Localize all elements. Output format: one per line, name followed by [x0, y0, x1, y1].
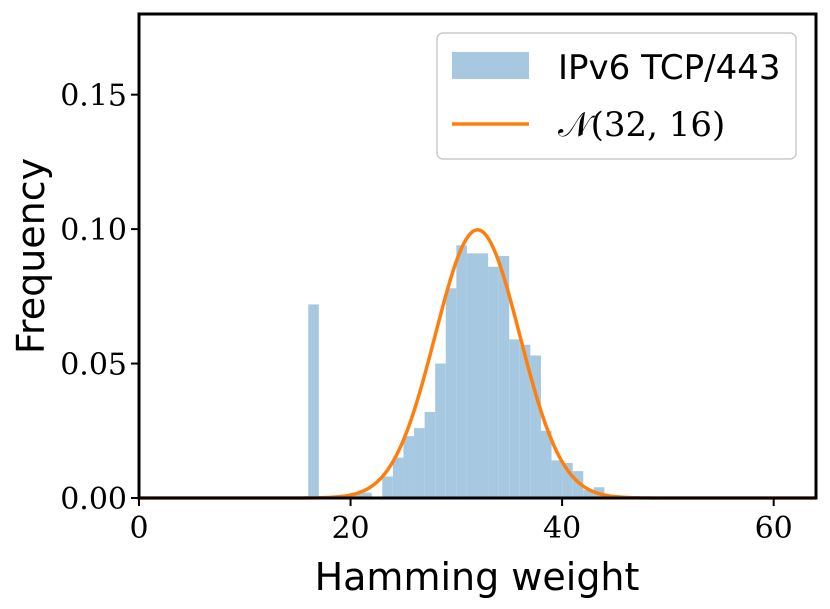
histogram-bar	[445, 288, 457, 498]
histogram-bar	[519, 344, 531, 498]
histogram-bar	[540, 430, 552, 498]
histogram-bar	[498, 256, 510, 498]
x-axis-label: Hamming weight	[315, 555, 640, 599]
histogram-bar	[530, 355, 541, 498]
y-axis-label: Frequency	[9, 158, 53, 354]
histogram-bar	[403, 436, 415, 498]
histogram-bar	[424, 411, 436, 498]
y-tick-label: 0.10	[60, 213, 127, 248]
x-tick-label: 0	[129, 511, 148, 546]
histogram-bar	[488, 266, 499, 498]
histogram-bar	[308, 304, 319, 498]
legend: IPv6 TCP/443 𝒩(32, 16)	[436, 32, 797, 160]
histogram-bars	[308, 245, 605, 498]
plot-frame	[137, 12, 818, 500]
histogram-bar	[414, 428, 425, 498]
legend-swatch-histogram	[452, 52, 529, 79]
y-tick-label: 0.00	[60, 482, 127, 517]
histogram-bar	[509, 339, 520, 498]
histogram-bar	[551, 460, 563, 498]
legend-label-histogram: IPv6 TCP/443	[558, 48, 780, 88]
histogram-bar	[382, 476, 393, 498]
histogram-bar	[361, 492, 372, 498]
histogram-bar	[392, 457, 404, 498]
x-tick-label: 60	[755, 511, 793, 546]
histogram-bar	[435, 363, 446, 498]
x-tick-label: 20	[331, 511, 369, 546]
histogram-bar	[477, 253, 489, 498]
y-tick-label: 0.05	[60, 348, 127, 383]
x-axis-ticks: 0 20 40 60	[129, 498, 793, 546]
histogram-bar	[456, 245, 467, 498]
histogram-bar	[466, 253, 478, 498]
y-tick-label: 0.15	[60, 79, 127, 114]
histogram-bar	[583, 489, 594, 498]
histogram-bar	[562, 463, 573, 498]
histogram-bar	[572, 471, 584, 498]
y-axis-ticks: 0.00 0.05 0.10 0.15	[60, 79, 139, 517]
x-tick-label: 40	[543, 511, 581, 546]
legend-label-normal-curve: 𝒩(32, 16)	[558, 105, 725, 145]
